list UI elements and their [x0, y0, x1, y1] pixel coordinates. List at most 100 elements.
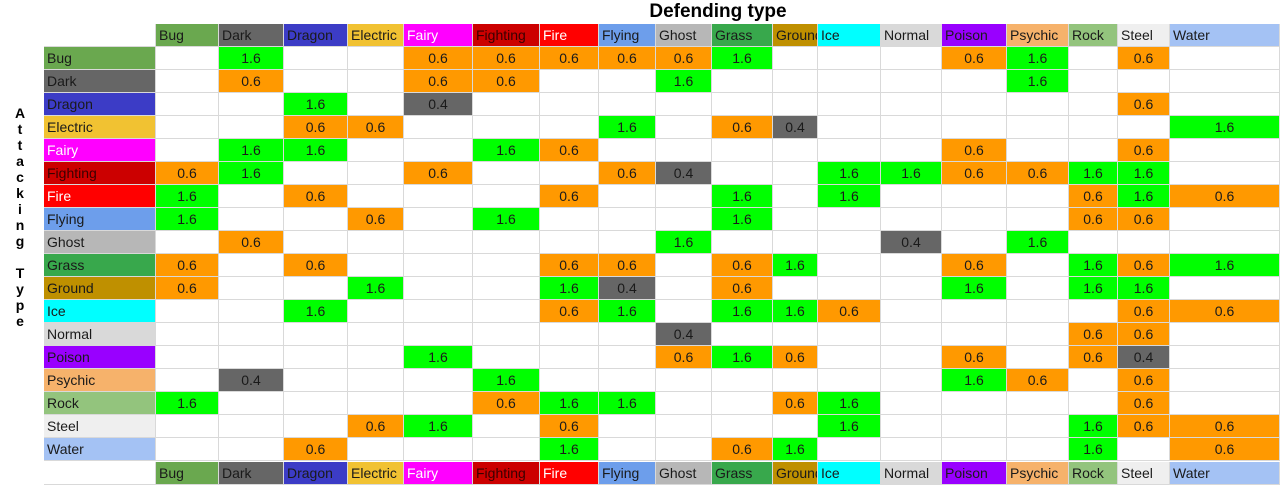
multiplier-cell: 0.6 [1118, 392, 1170, 415]
multiplier-cell: 1.6 [712, 47, 773, 70]
multiplier-cell [540, 346, 599, 369]
multiplier-cell: 0.6 [1170, 415, 1280, 438]
row-header-steel: Steel [44, 415, 156, 438]
multiplier-cell: 0.6 [404, 162, 473, 185]
multiplier-cell [473, 300, 540, 323]
multiplier-cell: 1.6 [219, 162, 284, 185]
multiplier-cell [348, 438, 404, 461]
multiplier-cell [773, 277, 818, 300]
col-header-ice: Ice [818, 24, 881, 47]
multiplier-cell [473, 162, 540, 185]
multiplier-cell [818, 346, 881, 369]
multiplier-cell [881, 323, 942, 346]
row-header-dark: Dark [44, 70, 156, 93]
multiplier-cell [219, 277, 284, 300]
multiplier-cell [473, 116, 540, 139]
multiplier-cell [156, 93, 219, 116]
multiplier-cell [1069, 93, 1118, 116]
multiplier-cell [1170, 93, 1280, 116]
multiplier-cell [773, 208, 818, 231]
multiplier-cell [404, 438, 473, 461]
defending-type-title: Defending type [649, 1, 787, 22]
multiplier-cell [1007, 438, 1069, 461]
multiplier-cell: 1.6 [1069, 438, 1118, 461]
multiplier-cell: 1.6 [1007, 231, 1069, 254]
multiplier-cell [473, 254, 540, 277]
multiplier-cell [942, 208, 1007, 231]
multiplier-cell [156, 415, 219, 438]
multiplier-cell [348, 369, 404, 392]
multiplier-cell: 1.6 [818, 162, 881, 185]
multiplier-cell [942, 70, 1007, 93]
attacking-type-letter: t [17, 121, 23, 137]
multiplier-cell: 1.6 [712, 185, 773, 208]
multiplier-cell [942, 231, 1007, 254]
multiplier-cell: 1.6 [473, 208, 540, 231]
multiplier-cell [219, 346, 284, 369]
row-header-dragon: Dragon [44, 93, 156, 116]
attacking-type-letter: T [15, 265, 25, 281]
multiplier-cell: 0.6 [599, 47, 656, 70]
multiplier-cell [881, 139, 942, 162]
multiplier-cell: 1.6 [881, 162, 942, 185]
multiplier-cell: 0.6 [1170, 438, 1280, 461]
multiplier-cell [656, 93, 712, 116]
multiplier-cell [473, 93, 540, 116]
corner-cell [44, 24, 156, 47]
multiplier-cell: 0.6 [404, 47, 473, 70]
col-footer-fighting: Fighting [473, 462, 540, 485]
attacking-type-letter: y [16, 281, 24, 297]
col-header-steel: Steel [1118, 24, 1170, 47]
multiplier-cell [1007, 93, 1069, 116]
multiplier-cell [284, 70, 348, 93]
multiplier-cell: 0.6 [1118, 47, 1170, 70]
multiplier-cell [881, 392, 942, 415]
attacking-type-letter: a [16, 153, 24, 169]
multiplier-cell [404, 254, 473, 277]
multiplier-cell [1118, 231, 1170, 254]
multiplier-cell [156, 116, 219, 139]
multiplier-cell [599, 208, 656, 231]
col-footer-ice: Ice [818, 462, 881, 485]
multiplier-cell: 0.6 [656, 47, 712, 70]
multiplier-cell [156, 139, 219, 162]
col-header-fire: Fire [540, 24, 599, 47]
multiplier-cell [540, 93, 599, 116]
multiplier-cell [818, 70, 881, 93]
multiplier-cell: 0.6 [1069, 323, 1118, 346]
multiplier-cell: 0.6 [1069, 346, 1118, 369]
multiplier-cell [1007, 300, 1069, 323]
multiplier-cell: 0.6 [942, 47, 1007, 70]
multiplier-cell: 0.6 [348, 116, 404, 139]
multiplier-cell [540, 70, 599, 93]
row-header-psychic: Psychic [44, 369, 156, 392]
multiplier-cell: 0.6 [1118, 139, 1170, 162]
multiplier-cell: 0.6 [1118, 254, 1170, 277]
multiplier-cell: 0.6 [1118, 208, 1170, 231]
multiplier-cell: 0.6 [1069, 208, 1118, 231]
multiplier-cell: 0.6 [284, 116, 348, 139]
multiplier-cell: 0.6 [712, 438, 773, 461]
multiplier-cell [156, 300, 219, 323]
multiplier-cell [942, 415, 1007, 438]
multiplier-cell: 0.6 [473, 47, 540, 70]
multiplier-cell [881, 116, 942, 139]
multiplier-cell: 0.6 [712, 254, 773, 277]
multiplier-cell [818, 369, 881, 392]
col-footer-electric: Electric [348, 462, 404, 485]
multiplier-cell [540, 116, 599, 139]
multiplier-cell [219, 415, 284, 438]
multiplier-cell: 1.6 [1118, 277, 1170, 300]
multiplier-cell [881, 208, 942, 231]
multiplier-cell [1069, 392, 1118, 415]
multiplier-cell [881, 93, 942, 116]
multiplier-cell: 1.6 [284, 300, 348, 323]
multiplier-cell: 0.6 [348, 208, 404, 231]
multiplier-cell [818, 139, 881, 162]
col-header-grass: Grass [712, 24, 773, 47]
multiplier-cell: 1.6 [818, 185, 881, 208]
multiplier-cell [540, 162, 599, 185]
multiplier-cell [156, 70, 219, 93]
